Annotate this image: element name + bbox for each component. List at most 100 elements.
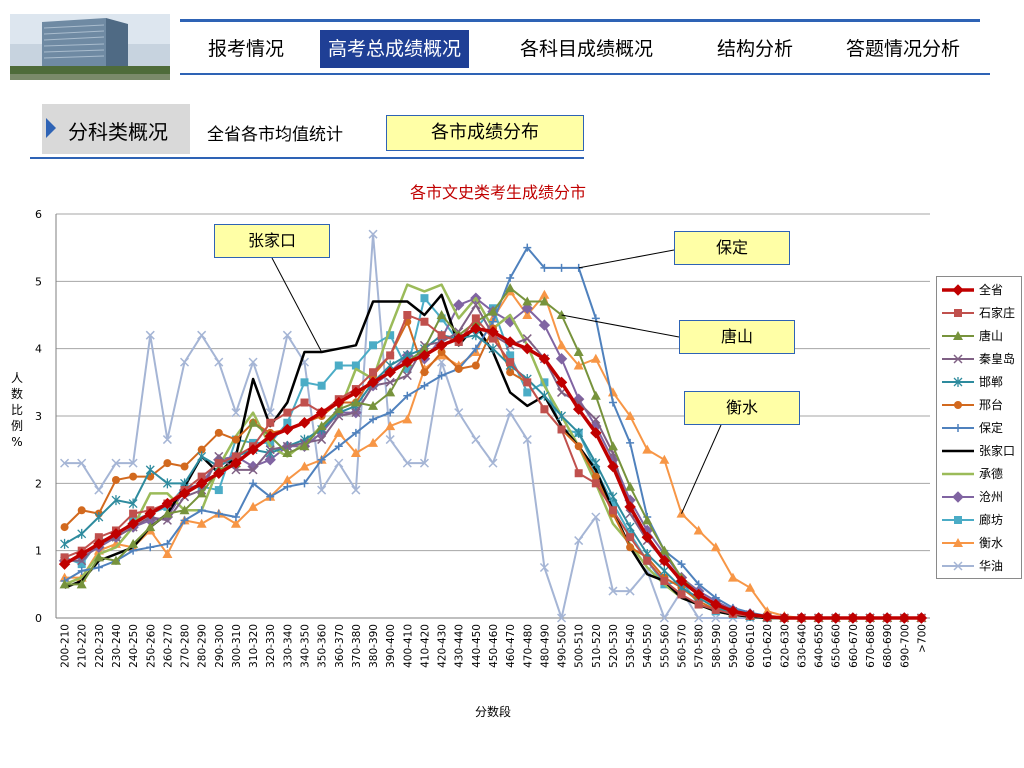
point [437, 357, 447, 367]
point [591, 458, 601, 469]
legend-swatch [942, 331, 974, 340]
point [281, 423, 294, 436]
point [163, 539, 172, 548]
legend-swatch [942, 516, 974, 524]
point [506, 273, 515, 282]
point [351, 408, 361, 418]
point [574, 469, 583, 478]
point [488, 458, 498, 468]
legend-label: 唐山 [979, 329, 1004, 343]
point [385, 387, 396, 397]
legend-swatch [942, 401, 974, 409]
point [954, 516, 962, 524]
point [266, 418, 275, 427]
building-logo-image [10, 14, 170, 80]
legend-label: 石家庄 [979, 306, 1016, 320]
point [711, 613, 721, 623]
nav-tab-registration[interactable]: 报考情况 [208, 38, 285, 60]
nav-tab-subject-score[interactable]: 各科目成绩概况 [520, 38, 654, 60]
legend-label: 华油 [979, 559, 1004, 573]
callout-tangshan: 唐山 [679, 320, 795, 354]
x-tick-label: 630-640 [796, 624, 808, 668]
point [75, 548, 88, 560]
point [419, 343, 430, 353]
point [556, 340, 567, 350]
point [144, 507, 156, 520]
subnav-city-mean-link[interactable]: 全省各市均值统计 [207, 125, 343, 145]
point [333, 396, 345, 409]
x-tick-label: 610-620 [762, 624, 774, 668]
x-tick-label: 440-450 [471, 624, 483, 668]
point [898, 612, 911, 624]
point [333, 427, 344, 437]
x-tick-label: 570-580 [694, 624, 706, 668]
point [573, 360, 584, 370]
x-tick-label: 590-600 [728, 624, 740, 668]
y-tick-label: 6 [35, 208, 42, 221]
nav-tab-structure-analysis[interactable]: 结构分析 [717, 38, 794, 60]
point [264, 430, 276, 442]
nav-tab-total-score[interactable]: 高考总成绩概况 [320, 30, 470, 68]
point [162, 515, 172, 525]
point [522, 310, 533, 319]
point [248, 465, 258, 475]
play-arrow-icon [46, 118, 56, 138]
point [317, 435, 327, 445]
point [954, 424, 962, 432]
point [162, 549, 173, 559]
point [572, 403, 585, 415]
series-line [64, 334, 922, 619]
point [197, 445, 206, 454]
point [573, 347, 584, 357]
y-tick-label: 3 [35, 410, 42, 423]
point [505, 408, 515, 418]
point [401, 356, 414, 368]
x-tick-label: 660-670 [848, 624, 860, 668]
point [471, 300, 481, 310]
point [334, 411, 344, 421]
nav-tab-answer-analysis[interactable]: 答题情况分析 [846, 38, 961, 60]
point [625, 411, 636, 420]
point [488, 343, 498, 354]
point [693, 525, 704, 535]
y-tick-label: 0 [35, 612, 42, 625]
point [608, 491, 618, 502]
point [128, 498, 138, 509]
point [265, 445, 275, 455]
point [248, 357, 258, 367]
point [523, 388, 532, 397]
x-tick-label: 280-290 [197, 624, 209, 668]
point [420, 317, 429, 326]
point [953, 561, 963, 571]
point [333, 404, 344, 414]
point [196, 488, 207, 498]
subnav-city-distribution-button[interactable]: 各市成绩分布 [386, 115, 584, 151]
point [77, 560, 86, 569]
series-石家庄 [60, 311, 926, 622]
x-tick-label: 680-690 [882, 624, 894, 668]
legend-label: 邯郸 [979, 375, 1004, 389]
point [94, 512, 104, 522]
point [299, 461, 310, 471]
point [539, 390, 549, 401]
point [487, 326, 499, 338]
point [675, 575, 688, 587]
point [590, 353, 601, 363]
subnav-section[interactable]: 分科类概况 [42, 104, 190, 154]
point [762, 606, 773, 616]
x-tick-label: >700 [916, 624, 928, 653]
header-bottom-rule [180, 73, 990, 75]
x-tick-label: 300-310 [231, 624, 243, 668]
point [643, 556, 652, 565]
point [574, 442, 583, 451]
point [420, 294, 429, 303]
point [522, 334, 532, 344]
subnav-section-label: 分科类概况 [68, 120, 168, 144]
point [608, 499, 617, 508]
x-tick-label: 330-340 [282, 624, 294, 668]
point [145, 464, 155, 475]
x-tick-label: 490-500 [557, 624, 569, 668]
x-tick-label: 400-410 [402, 624, 414, 668]
point [419, 458, 429, 468]
